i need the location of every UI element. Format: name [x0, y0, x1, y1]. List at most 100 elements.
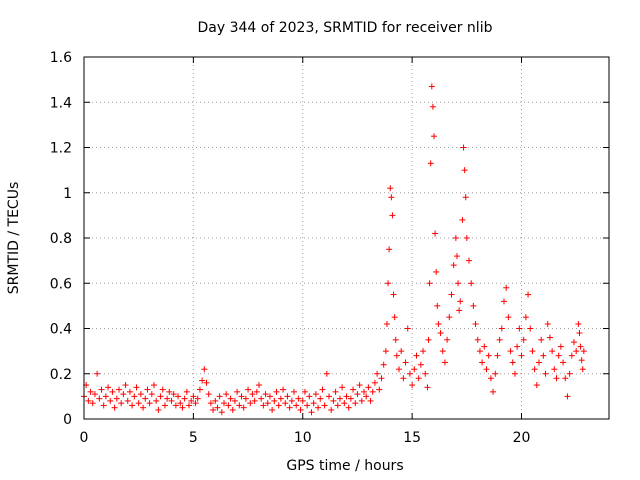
data-point — [354, 391, 361, 398]
data-point — [94, 370, 101, 377]
data-point — [203, 379, 210, 386]
data-point — [356, 382, 363, 389]
x-tick-label: 0 — [80, 430, 89, 446]
data-point — [452, 235, 459, 241]
x-tick-label: 10 — [294, 430, 312, 446]
data-point — [102, 393, 109, 400]
data-point — [461, 167, 468, 174]
data-point — [142, 395, 149, 402]
data-point — [247, 400, 254, 407]
data-point — [89, 400, 96, 407]
data-point — [388, 194, 395, 201]
data-point — [124, 397, 131, 404]
data-point — [350, 386, 357, 393]
data-point — [319, 386, 326, 393]
data-point — [277, 395, 284, 402]
axis-ticks: 0 5 10 15 20 0 0.2 0.4 0.6 0.8 1 1.2 1.4 1.6 — [50, 50, 609, 446]
data-point — [177, 400, 184, 407]
data-point — [365, 384, 372, 391]
data-point — [352, 400, 359, 407]
data-point — [264, 400, 271, 407]
data-point — [361, 388, 367, 395]
data-point — [201, 366, 208, 373]
data-point — [393, 352, 400, 359]
data-point — [183, 388, 190, 395]
data-point — [109, 388, 116, 395]
data-point — [498, 325, 505, 332]
data-point — [374, 370, 381, 377]
data-point — [308, 409, 315, 416]
data-point — [546, 334, 553, 341]
data-point — [234, 388, 241, 395]
data-point — [529, 348, 536, 355]
data-point — [411, 366, 418, 373]
data-point — [446, 314, 453, 321]
y-tick-label: 1.4 — [50, 95, 72, 111]
data-point — [306, 393, 313, 400]
data-point — [463, 235, 470, 241]
data-point — [170, 391, 177, 398]
data-point — [470, 302, 477, 309]
data-point — [378, 375, 385, 382]
data-point — [315, 404, 322, 411]
data-point — [321, 402, 328, 409]
grid — [84, 57, 609, 419]
data-point — [332, 388, 339, 395]
data-point — [382, 348, 389, 355]
data-point — [126, 388, 133, 395]
data-point — [295, 395, 302, 402]
data-point — [392, 336, 399, 343]
data-point — [385, 280, 392, 287]
data-point — [453, 253, 460, 260]
data-point — [223, 391, 230, 398]
data-point — [85, 397, 92, 404]
data-point — [387, 185, 394, 192]
data-point — [269, 406, 276, 413]
data-point — [146, 400, 153, 407]
data-point — [542, 370, 549, 377]
y-tick-label: 1.6 — [50, 50, 72, 66]
data-point — [153, 397, 160, 404]
data-point — [118, 400, 125, 407]
data-point — [369, 388, 376, 395]
data-point — [487, 375, 494, 382]
data-point — [422, 370, 429, 377]
y-tick-label: 0.8 — [50, 231, 72, 247]
data-point — [424, 384, 431, 391]
data-point — [199, 377, 206, 384]
data-point — [328, 406, 335, 413]
data-point — [503, 284, 510, 291]
data-point — [450, 262, 457, 269]
data-point — [323, 370, 330, 377]
data-point — [304, 402, 311, 409]
data-point — [196, 386, 203, 393]
data-point — [111, 404, 118, 411]
data-point — [135, 400, 142, 407]
data-point — [386, 246, 393, 253]
data-point — [441, 359, 448, 366]
data-point — [221, 400, 227, 407]
y-tick-label: 0.2 — [50, 367, 72, 383]
data-point — [159, 386, 166, 393]
data-point — [91, 391, 98, 398]
data-point — [536, 359, 542, 366]
data-point — [179, 404, 186, 411]
chart-title: Day 344 of 2023, SRMTID for receiver nli… — [198, 20, 493, 36]
data-point — [425, 336, 432, 343]
data-point — [404, 325, 411, 332]
x-tick-label: 15 — [403, 430, 421, 446]
data-point — [107, 397, 114, 404]
data-point — [560, 359, 567, 366]
data-point — [525, 291, 532, 298]
data-point — [284, 393, 291, 400]
data-point — [579, 366, 586, 373]
data-point — [409, 382, 416, 389]
data-point — [460, 144, 467, 151]
data-point — [457, 298, 464, 305]
data-point — [100, 402, 107, 409]
data-point — [417, 361, 424, 368]
data-point — [151, 382, 157, 389]
data-point — [474, 336, 481, 343]
data-point — [297, 406, 304, 413]
data-point — [427, 160, 434, 167]
